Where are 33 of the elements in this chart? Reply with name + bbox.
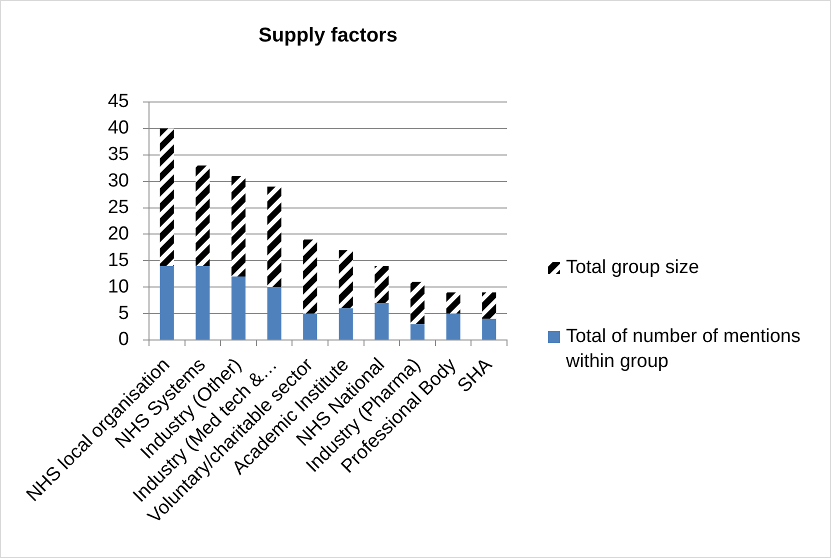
bar (338, 250, 353, 308)
bar (160, 266, 174, 340)
bar (410, 324, 425, 340)
y-tick-label: 35 (108, 144, 129, 166)
y-tick-label: 0 (118, 329, 129, 350)
y-tick-label: 10 (108, 276, 129, 298)
y-tick-label: 45 (108, 91, 129, 112)
chart-title: Supply factors (258, 24, 398, 47)
bar (231, 276, 246, 340)
bar (267, 186, 282, 288)
bar (303, 240, 318, 314)
legend-label: Total of number of mentions within group (565, 326, 800, 372)
bar (482, 292, 496, 319)
bar (231, 176, 246, 277)
y-tick-label: 30 (108, 170, 129, 192)
bar (196, 266, 210, 340)
y-tick-label: 5 (118, 302, 129, 324)
bar (482, 318, 496, 340)
bar (160, 128, 174, 266)
bar (338, 308, 353, 340)
bar (374, 302, 389, 340)
bar (374, 266, 389, 303)
y-tick-label: 20 (108, 223, 129, 244)
bar (446, 314, 460, 340)
y-tick-label: 40 (108, 118, 129, 139)
y-tick-label: 15 (108, 250, 129, 271)
y-tick-label: 25 (108, 197, 129, 218)
bar (196, 165, 210, 266)
bar (267, 287, 282, 340)
legend-label: Total group size (566, 257, 700, 278)
bar (303, 314, 318, 340)
bar (410, 282, 425, 324)
bar (446, 292, 460, 314)
